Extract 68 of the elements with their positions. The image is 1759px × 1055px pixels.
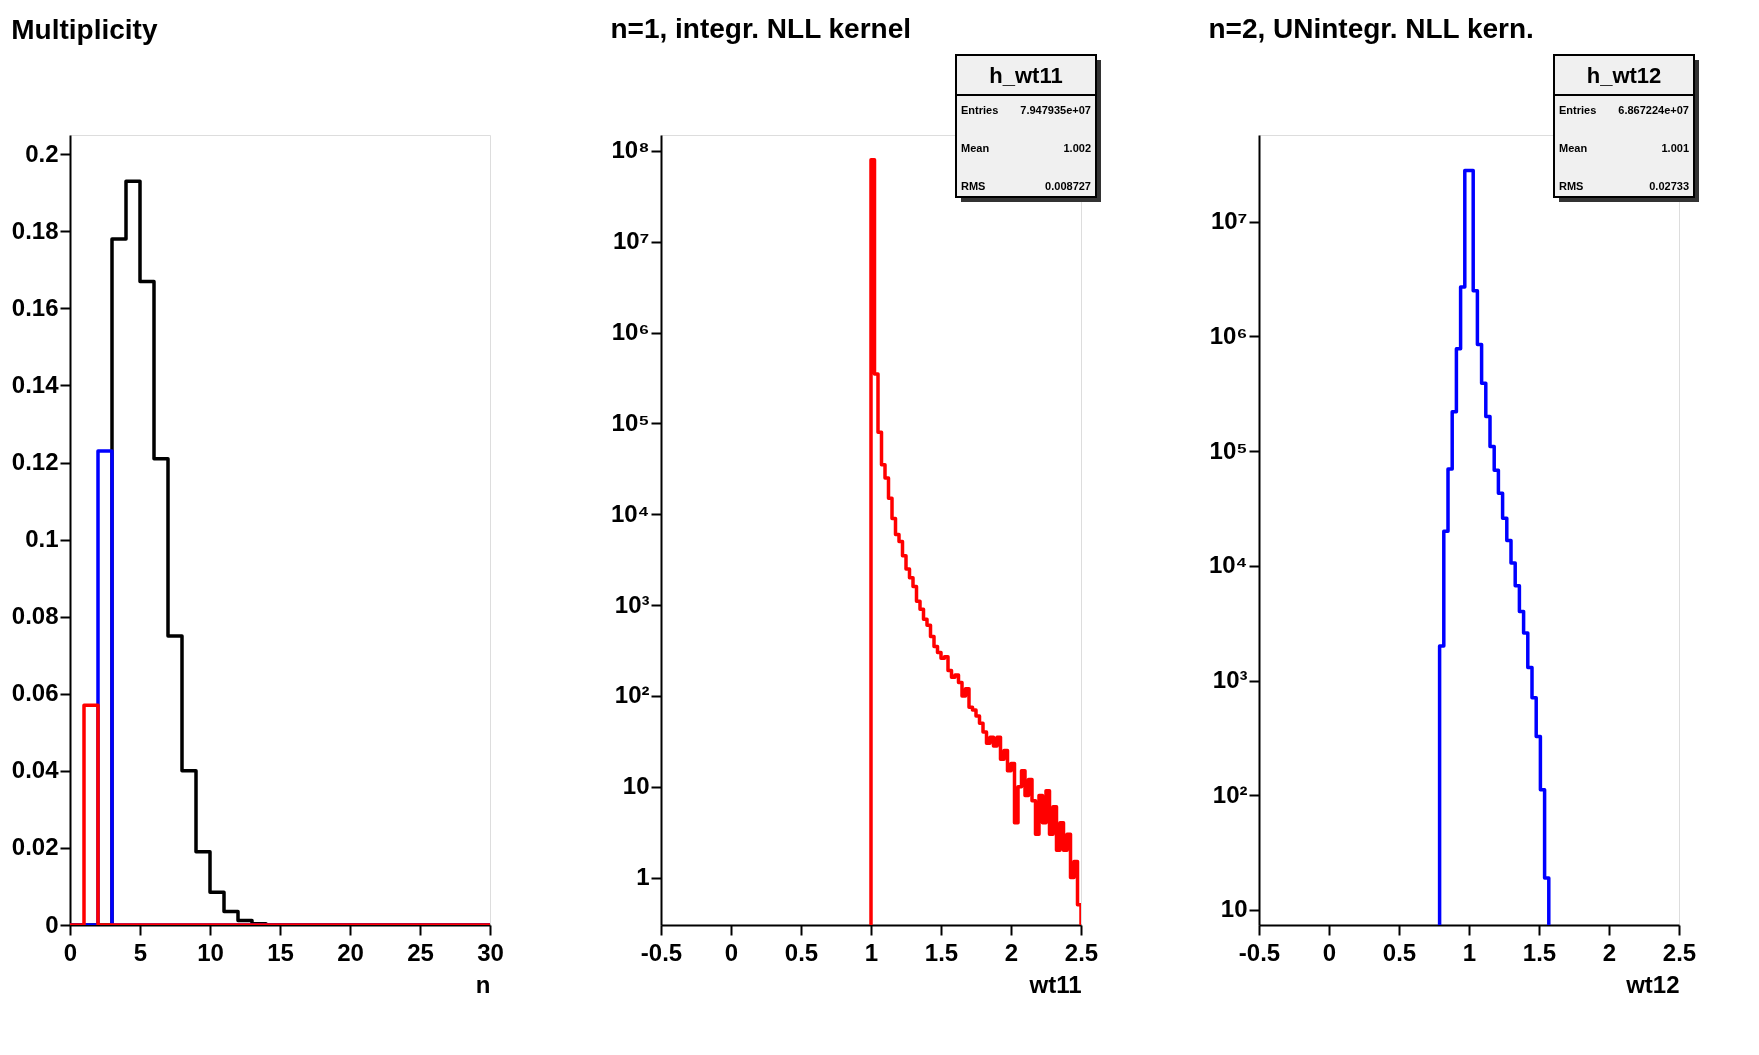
x-tick-label: 1 [864,938,879,966]
y-tick-label: 10³ [1212,666,1248,694]
x-tick-label: -0.5 [1238,938,1281,966]
chart-title: n=1, integr. NLL kernel [610,13,912,44]
y-tick-label: 0.2 [25,139,59,167]
text: Entries [961,104,999,116]
x-tick-label: 20 [337,938,364,966]
x-tick-label: 30 [477,938,504,966]
x-tick-label: 1.5 [1522,938,1557,966]
y-tick-label: 10 [1220,895,1248,923]
x-tick-label: 0 [63,938,78,966]
text: 7.947935e+07 [1020,104,1091,116]
annotation: Mean [961,142,990,154]
y-tick-label: 10⁴ [1208,551,1248,579]
x-tick-label: 0 [724,938,739,966]
x-tick-label: 2 [1004,938,1019,966]
text: h_wt11 [989,63,1063,88]
x-tick-label: 25 [407,938,434,966]
annotation: RMS [961,180,986,192]
x-tick-label: 0 [1322,938,1337,966]
y-tick-label: 10⁴ [610,499,650,527]
x-tick-label: 5 [133,938,148,966]
x-axis-title: n [475,970,491,998]
text: 6.867224e+07 [1618,104,1689,116]
y-tick-label: 0.16 [11,293,59,321]
annotation: 0.02733 [1649,180,1689,192]
annotation: Mean [1559,142,1588,154]
x-axis-title: wt12 [1625,970,1680,998]
annotation: RMS [1559,180,1584,192]
y-tick-label: 0.08 [11,602,59,630]
annotation: 0.008727 [1045,180,1091,192]
x-tick-label: 1.5 [924,938,959,966]
x-tick-label: 15 [267,938,294,966]
chart-title: n=2, UNintegr. NLL kern. [1208,13,1534,44]
x-tick-label: 2.5 [1662,938,1697,966]
y-tick-label: 10⁵ [1209,436,1248,464]
y-tick-label: 10⁸ [611,136,650,164]
y-tick-label: 10⁵ [611,408,650,436]
y-tick-label: 10² [1212,780,1248,808]
x-tick-label: 10 [197,938,224,966]
x-tick-label: -0.5 [640,938,683,966]
y-tick-label: 0.14 [11,370,60,398]
y-tick-label: 10 [622,772,650,800]
y-tick-label: 0.18 [11,216,59,244]
text: Entries [1559,104,1597,116]
text: h_wt12 [1586,63,1662,88]
y-tick-label: 10⁷ [612,227,650,255]
y-tick-label: 1 [636,863,650,891]
x-tick-label: 2 [1602,938,1617,966]
x-tick-label: 0.5 [784,938,819,966]
y-tick-label: 0 [45,910,59,938]
y-tick-label: 0.06 [11,679,59,707]
x-tick-label: 0.5 [1382,938,1417,966]
x-axis-title: wt11 [1028,970,1082,998]
y-tick-label: 10⁶ [1209,321,1248,349]
y-tick-label: 10³ [614,590,650,618]
x-tick-label: 1 [1462,938,1477,966]
y-tick-label: 10⁷ [1210,207,1248,235]
annotation: 1.002 [1063,142,1091,154]
y-tick-label: 0.12 [11,448,59,476]
annotation: 1.001 [1661,142,1689,154]
y-tick-label: 0.02 [11,833,59,861]
y-tick-label: 0.1 [25,525,59,553]
y-tick-label: 10² [614,681,650,709]
y-tick-label: 0.04 [11,756,60,784]
x-tick-label: 2.5 [1064,938,1099,966]
chart-title: Multiplicity [11,14,158,45]
y-tick-label: 10⁶ [611,318,650,346]
